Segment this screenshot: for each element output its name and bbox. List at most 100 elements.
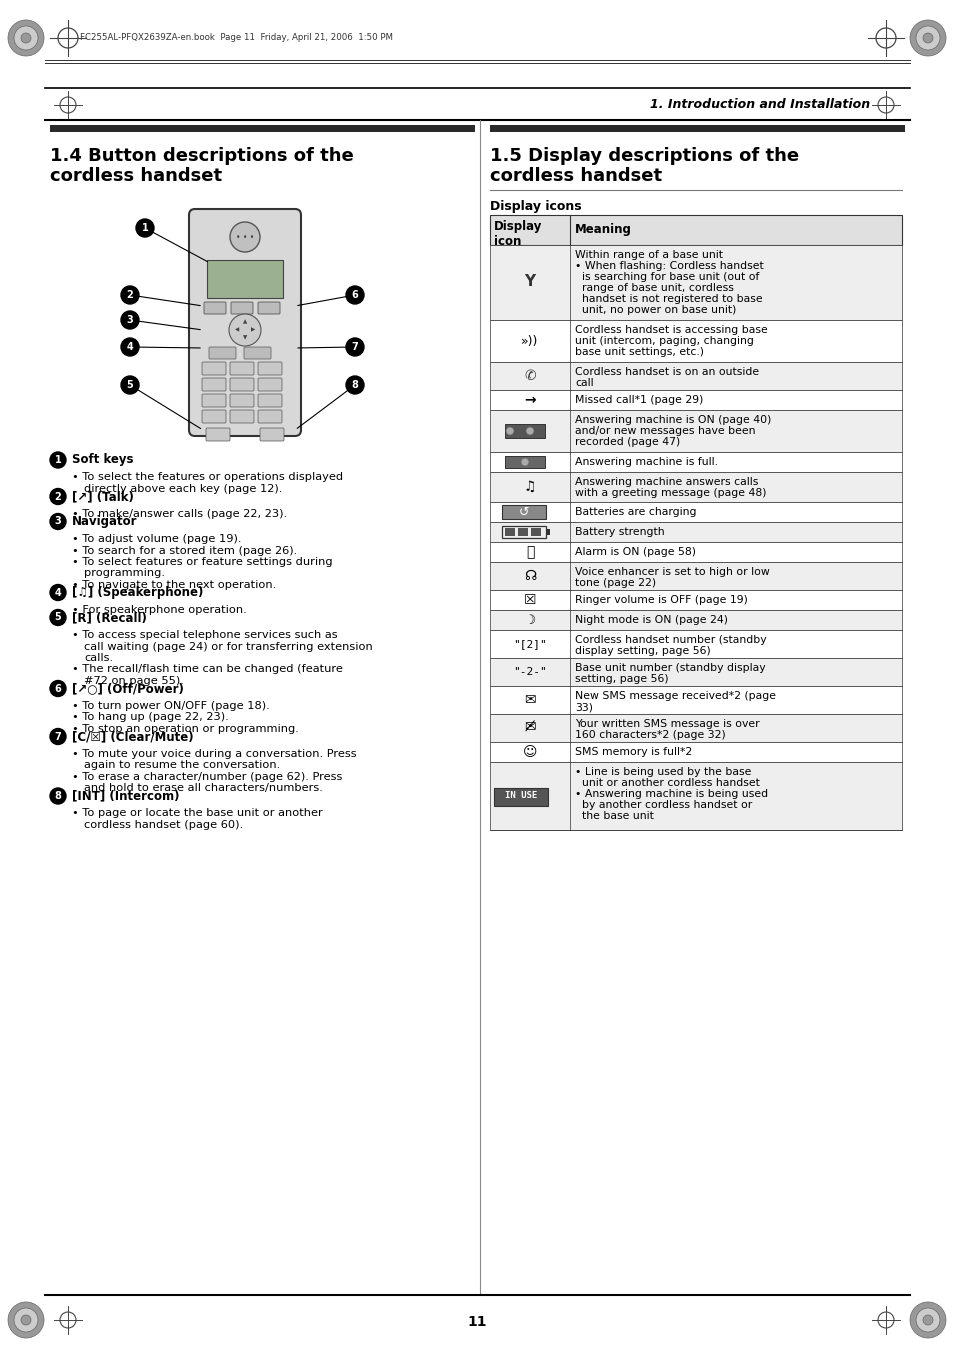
Circle shape — [346, 338, 364, 357]
Text: →: → — [523, 393, 536, 407]
Circle shape — [505, 427, 514, 435]
Text: 3: 3 — [54, 516, 61, 527]
Text: ✆: ✆ — [523, 369, 536, 382]
Text: New SMS message received*2 (page: New SMS message received*2 (page — [575, 690, 775, 701]
Text: Display
icon: Display icon — [494, 220, 542, 249]
Text: setting, page 56): setting, page 56) — [575, 674, 668, 684]
Circle shape — [50, 513, 66, 530]
Bar — [490, 471, 901, 503]
Circle shape — [121, 338, 139, 357]
Text: [♫] (Speakerphone): [♫] (Speakerphone) — [71, 586, 203, 598]
Text: directly above each key (page 12).: directly above each key (page 12). — [84, 484, 282, 494]
Text: ↺: ↺ — [518, 505, 529, 519]
Circle shape — [909, 1302, 945, 1337]
Bar — [490, 713, 901, 742]
Text: Battery strength: Battery strength — [575, 527, 664, 536]
Text: [↗○] (Off/Power): [↗○] (Off/Power) — [71, 682, 184, 694]
Bar — [504, 528, 515, 536]
Text: • To search for a stored item (page 26).: • To search for a stored item (page 26). — [71, 546, 297, 555]
Bar — [501, 526, 545, 538]
Bar — [490, 320, 901, 362]
Text: with a greeting message (page 48): with a greeting message (page 48) — [575, 488, 765, 499]
Text: [C/☒] (Clear/Mute): [C/☒] (Clear/Mute) — [71, 730, 193, 743]
Text: call waiting (page 24) or for transferring extension: call waiting (page 24) or for transferri… — [84, 642, 373, 651]
Text: »)): »)) — [520, 335, 538, 347]
Circle shape — [525, 427, 534, 435]
Bar — [504, 457, 544, 467]
Text: 4: 4 — [54, 588, 61, 597]
Text: 1.4 Button descriptions of the: 1.4 Button descriptions of the — [50, 147, 354, 165]
Bar — [490, 521, 901, 542]
Text: • To stop an operation or programming.: • To stop an operation or programming. — [71, 724, 298, 734]
Text: Base unit number (standby display: Base unit number (standby display — [575, 663, 765, 673]
FancyBboxPatch shape — [257, 409, 282, 423]
Text: cordless handset (page 60).: cordless handset (page 60). — [84, 820, 243, 830]
Circle shape — [230, 222, 260, 253]
Text: handset is not registered to base: handset is not registered to base — [575, 295, 761, 304]
Text: #72 on page 55).: #72 on page 55). — [84, 676, 184, 686]
Text: 1. Introduction and Installation: 1. Introduction and Installation — [649, 99, 869, 112]
Text: 5: 5 — [127, 380, 133, 390]
Text: 7: 7 — [352, 342, 358, 353]
FancyBboxPatch shape — [260, 428, 284, 440]
Text: • To make/answer calls (page 22, 23).: • To make/answer calls (page 22, 23). — [71, 509, 287, 519]
Text: again to resume the conversation.: again to resume the conversation. — [84, 761, 280, 770]
Text: • To navigate to the next operation.: • To navigate to the next operation. — [71, 580, 276, 590]
Circle shape — [121, 376, 139, 394]
Text: Navigator: Navigator — [71, 515, 137, 528]
Text: 1.5 Display descriptions of the: 1.5 Display descriptions of the — [490, 147, 799, 165]
Text: 1: 1 — [141, 223, 149, 232]
Text: Missed call*1 (page 29): Missed call*1 (page 29) — [575, 394, 702, 405]
Text: ☽: ☽ — [524, 613, 535, 627]
Text: unit, no power on base unit): unit, no power on base unit) — [575, 305, 736, 315]
Bar — [50, 126, 475, 132]
Text: cordless handset: cordless handset — [50, 168, 222, 185]
Circle shape — [21, 32, 30, 43]
Bar — [531, 528, 540, 536]
Text: ✉: ✉ — [523, 693, 536, 707]
Bar — [490, 630, 901, 658]
Text: • To adjust volume (page 19).: • To adjust volume (page 19). — [71, 534, 241, 544]
Circle shape — [520, 458, 529, 466]
Circle shape — [915, 1308, 939, 1332]
Text: 2: 2 — [54, 492, 61, 501]
Bar — [501, 505, 545, 519]
Text: Night mode is ON (page 24): Night mode is ON (page 24) — [575, 615, 727, 626]
FancyBboxPatch shape — [231, 303, 253, 313]
FancyBboxPatch shape — [257, 378, 282, 390]
FancyBboxPatch shape — [202, 378, 226, 390]
Circle shape — [50, 728, 66, 744]
Text: and hold to erase all characters/numbers.: and hold to erase all characters/numbers… — [84, 784, 322, 793]
FancyBboxPatch shape — [206, 428, 230, 440]
Text: ⏰: ⏰ — [525, 544, 534, 559]
Text: recorded (page 47): recorded (page 47) — [575, 436, 679, 447]
Text: 8: 8 — [54, 790, 61, 801]
Text: Ringer volume is OFF (page 19): Ringer volume is OFF (page 19) — [575, 594, 747, 605]
Text: ✉̸: ✉̸ — [523, 721, 536, 735]
Bar — [490, 686, 901, 713]
Circle shape — [14, 26, 38, 50]
Text: is searching for base unit (out of: is searching for base unit (out of — [575, 272, 759, 282]
Text: • To turn power ON/OFF (page 18).: • To turn power ON/OFF (page 18). — [71, 701, 270, 711]
Text: [R] (Recall): [R] (Recall) — [71, 611, 147, 624]
Text: calls.: calls. — [84, 653, 113, 663]
Text: 2: 2 — [127, 290, 133, 300]
Text: Meaning: Meaning — [575, 223, 631, 235]
Text: ♫: ♫ — [523, 480, 536, 494]
Circle shape — [50, 453, 66, 467]
Circle shape — [8, 1302, 44, 1337]
Circle shape — [136, 219, 153, 236]
Text: FC255AL-PFQX2639ZA-en.book  Page 11  Friday, April 21, 2006  1:50 PM: FC255AL-PFQX2639ZA-en.book Page 11 Frida… — [80, 34, 393, 42]
Text: "[2]": "[2]" — [513, 639, 546, 648]
Circle shape — [346, 376, 364, 394]
Bar — [490, 658, 901, 686]
FancyBboxPatch shape — [244, 347, 271, 359]
Text: the base unit: the base unit — [575, 811, 653, 821]
FancyBboxPatch shape — [494, 788, 547, 807]
Text: • Answering machine is being used: • Answering machine is being used — [575, 789, 767, 798]
Text: • To page or locate the base unit or another: • To page or locate the base unit or ano… — [71, 808, 322, 819]
Circle shape — [21, 1315, 30, 1325]
Text: and/or new messages have been: and/or new messages have been — [575, 426, 755, 436]
Circle shape — [8, 20, 44, 55]
Text: Your written SMS message is over: Your written SMS message is over — [575, 719, 759, 730]
